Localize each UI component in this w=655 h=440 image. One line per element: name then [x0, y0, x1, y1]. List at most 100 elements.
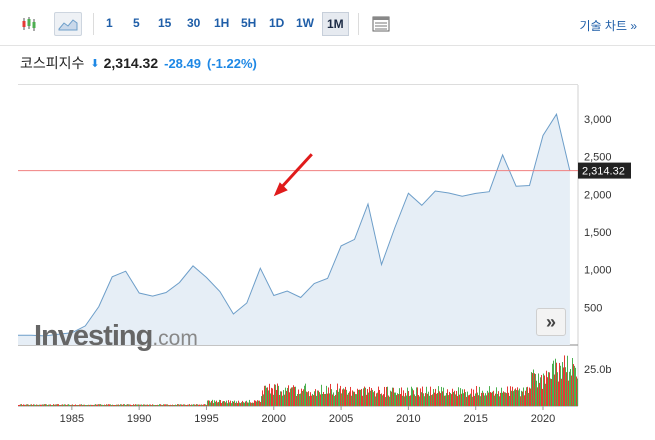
volume-bar [397, 393, 398, 406]
period-15[interactable]: 15 [158, 16, 172, 30]
volume-bar [429, 395, 430, 406]
volume-bar [24, 404, 25, 406]
volume-bar [571, 375, 572, 406]
volume-bar [105, 405, 106, 406]
volume-bar [444, 395, 445, 406]
volume-bar [136, 404, 137, 406]
volume-bar [561, 378, 562, 406]
volume-bar [26, 404, 27, 406]
volume-bar [194, 404, 195, 406]
volume-bar [78, 405, 79, 406]
x-tick-label: 2020 [531, 413, 555, 425]
volume-bar [544, 375, 545, 406]
table-icon[interactable] [368, 12, 394, 36]
volume-bar [131, 405, 132, 406]
volume-bar [456, 390, 457, 406]
volume-bar [409, 396, 410, 406]
volume-bar [447, 389, 448, 406]
volume-bar [376, 393, 377, 406]
volume-bar [543, 373, 544, 406]
volume-bar [77, 405, 78, 406]
volume-bar [148, 404, 149, 406]
volume-bar [553, 360, 554, 406]
volume-bar [185, 404, 186, 406]
volume-bar [349, 391, 350, 406]
volume-bar [450, 393, 451, 406]
volume-bar [377, 392, 378, 406]
volume-bar [164, 404, 165, 406]
volume-bar [415, 396, 416, 406]
volume-bar [256, 401, 257, 406]
volume-bar [69, 404, 70, 406]
period-5[interactable]: 5 [133, 16, 140, 30]
volume-bar [224, 401, 225, 406]
period-30[interactable]: 30 [187, 16, 201, 30]
volume-bar [236, 401, 237, 406]
volume-bar [48, 404, 49, 406]
volume-bar [107, 404, 108, 406]
scroll-to-latest-button[interactable]: » [536, 308, 566, 336]
volume-bar [222, 401, 223, 406]
volume-bar [441, 386, 442, 406]
volume-bar [153, 404, 154, 406]
volume-bar [438, 386, 439, 406]
x-tick-label: 1990 [127, 413, 151, 425]
volume-bar [110, 404, 111, 406]
volume-bar [274, 384, 275, 406]
volume-bar [493, 390, 494, 406]
volume-bar [549, 372, 550, 406]
volume-bar [476, 386, 477, 406]
tech-chart-link[interactable]: 기술 차트 » [579, 19, 637, 33]
volume-bar [168, 404, 169, 406]
period-1d[interactable]: 1D [269, 16, 285, 30]
volume-bar [402, 395, 403, 406]
volume-bar [252, 402, 253, 406]
y-tick-label: 2,500 [584, 152, 612, 164]
volume-bar [400, 394, 401, 406]
volume-bar [319, 392, 320, 406]
volume-bar [519, 388, 520, 406]
volume-bar [44, 404, 45, 406]
volume-bar [381, 393, 382, 406]
candlestick-icon[interactable] [16, 12, 42, 36]
volume-bar [109, 404, 110, 406]
volume-bar [47, 405, 48, 406]
volume-bar [197, 404, 198, 406]
volume-bar [564, 355, 565, 406]
period-1h[interactable]: 1H [214, 16, 230, 30]
volume-bar [260, 402, 261, 406]
period-1m[interactable]: 1M [322, 12, 349, 36]
volume-bar [239, 402, 240, 406]
volume-bar [208, 400, 209, 406]
period-1[interactable]: 1 [106, 16, 113, 30]
volume-bar [301, 388, 302, 406]
volume-bar [334, 396, 335, 406]
area-chart-icon[interactable] [54, 12, 82, 36]
volume-bar [452, 388, 453, 406]
volume-bar [403, 390, 404, 406]
volume-bar [251, 402, 252, 406]
volume-bar [310, 392, 311, 406]
period-1w[interactable]: 1W [296, 16, 314, 30]
volume-bar [354, 391, 355, 406]
volume-bar [38, 404, 39, 406]
volume-bar [259, 400, 260, 406]
volume-bar [455, 394, 456, 406]
volume-bar [245, 401, 246, 406]
volume-bar [162, 405, 163, 406]
volume-bar [348, 392, 349, 406]
volume-bar [339, 388, 340, 406]
volume-bar [82, 404, 83, 406]
volume-bar [492, 391, 493, 406]
volume-bar [262, 390, 263, 406]
volume-bar [255, 400, 256, 406]
volume-bar [225, 402, 226, 406]
volume-bar [203, 404, 204, 406]
volume-bar [383, 394, 384, 406]
volume-bar [108, 404, 109, 406]
volume-bar [290, 388, 291, 406]
period-5h[interactable]: 5H [241, 16, 257, 30]
volume-bar [152, 404, 153, 406]
volume-bar [518, 390, 519, 406]
